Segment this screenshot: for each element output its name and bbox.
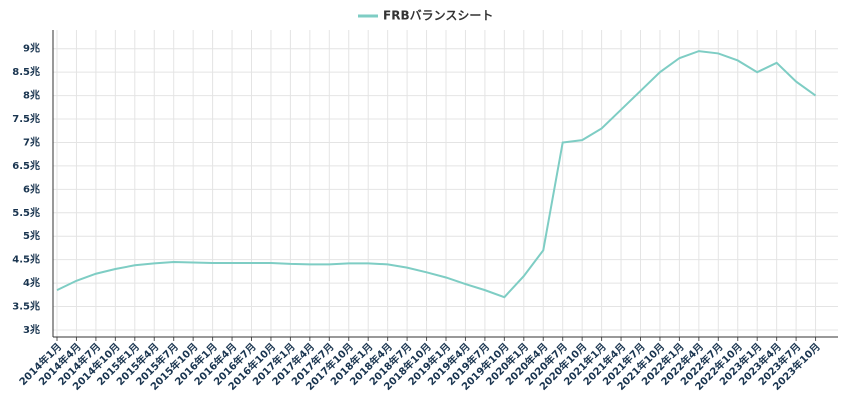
y-tick-label: 3.5兆 <box>12 300 40 313</box>
y-tick-label: 6兆 <box>23 182 40 195</box>
y-tick-label: 9兆 <box>23 42 40 55</box>
y-tick-label: 5.5兆 <box>12 206 40 219</box>
y-tick-label: 7兆 <box>23 135 40 148</box>
y-tick-label: 8.5兆 <box>12 65 40 78</box>
line <box>56 50 817 299</box>
y-tick-label: 5兆 <box>23 229 40 242</box>
y-tick-label: 4兆 <box>23 276 40 289</box>
y-tick-label: 6.5兆 <box>12 159 40 172</box>
y-tick-label: 7.5兆 <box>12 112 40 125</box>
y-tick-label: 4.5兆 <box>12 253 40 266</box>
y-tick-label: 8兆 <box>23 89 40 102</box>
legend-label: FRBバランスシート <box>383 9 493 23</box>
y-tick-label: 3兆 <box>23 323 40 336</box>
